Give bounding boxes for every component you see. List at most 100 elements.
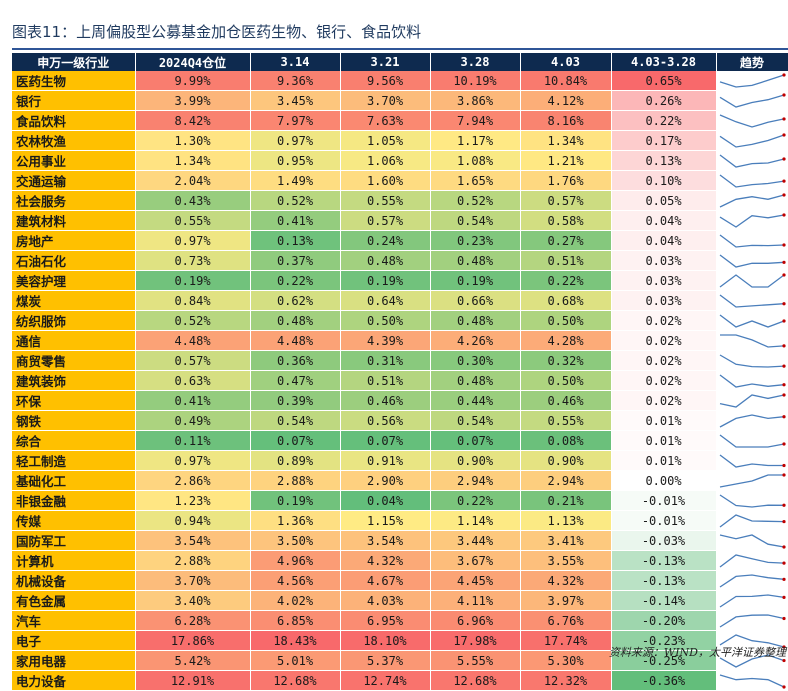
cell-321: 0.57% <box>340 210 431 231</box>
cell-328: 4.26% <box>430 330 521 351</box>
cell-403: 0.22% <box>520 270 612 291</box>
cell-328: 0.30% <box>430 350 521 371</box>
cell-change: -0.01% <box>611 510 717 531</box>
sparkline-end-point <box>781 503 786 507</box>
sparkline-line <box>719 334 784 348</box>
cell-314: 0.37% <box>250 250 341 271</box>
cell-321: 0.24% <box>340 230 431 251</box>
table-row: 有色金属 3.40% 4.02% 4.03% 4.11% 3.97% -0.14% <box>12 590 788 611</box>
sparkline-end-point <box>781 193 786 197</box>
cell-314: 6.85% <box>250 610 341 631</box>
table-row: 建筑材料 0.55% 0.41% 0.57% 0.54% 0.58% 0.04% <box>12 210 788 231</box>
trend-sparkline <box>716 430 788 451</box>
cell-314: 3.50% <box>250 530 341 551</box>
trend-sparkline <box>716 490 788 511</box>
cell-328: 1.17% <box>430 130 521 151</box>
cell-321: 0.51% <box>340 370 431 391</box>
sparkline-line <box>719 154 784 168</box>
cell-industry: 银行 <box>12 90 136 111</box>
cell-industry: 轻工制造 <box>12 450 136 471</box>
table-row: 公用事业 1.34% 0.95% 1.06% 1.08% 1.21% 0.13% <box>12 150 788 171</box>
cell-328: 0.90% <box>430 450 521 471</box>
trend-sparkline <box>716 470 788 491</box>
table-row: 通信 4.48% 4.48% 4.39% 4.26% 4.28% 0.02% <box>12 330 788 351</box>
cell-change: 0.05% <box>611 190 717 211</box>
table-row: 计算机 2.88% 4.96% 4.32% 3.67% 3.55% -0.13% <box>12 550 788 571</box>
trend-sparkline <box>716 230 788 251</box>
cell-industry: 煤炭 <box>12 290 136 311</box>
cell-314: 1.49% <box>250 170 341 191</box>
cell-328: 1.14% <box>430 510 521 531</box>
cell-industry: 电子 <box>12 630 136 651</box>
cell-403: 8.16% <box>520 110 612 131</box>
trend-sparkline <box>716 190 788 211</box>
sparkline-end-point <box>781 561 786 565</box>
cell-q4: 6.28% <box>135 610 251 631</box>
table-row: 房地产 0.97% 0.13% 0.24% 0.23% 0.27% 0.04% <box>12 230 788 251</box>
header-403: 4.03 <box>520 53 612 71</box>
cell-change: 0.65% <box>611 71 717 91</box>
sparkline-line <box>719 234 784 248</box>
cell-403: 1.13% <box>520 510 612 531</box>
cell-314: 4.48% <box>250 330 341 351</box>
table-row: 非银金融 1.23% 0.19% 0.04% 0.22% 0.21% -0.01% <box>12 490 788 511</box>
cell-q4: 4.48% <box>135 330 251 351</box>
cell-328: 0.22% <box>430 490 521 511</box>
cell-321: 4.32% <box>340 550 431 571</box>
cell-328: 0.66% <box>430 290 521 311</box>
sparkline-line <box>719 374 784 388</box>
cell-321: 7.63% <box>340 110 431 131</box>
table-row: 商贸零售 0.57% 0.36% 0.31% 0.30% 0.32% 0.02% <box>12 350 788 371</box>
cell-314: 0.52% <box>250 190 341 211</box>
cell-q4: 0.97% <box>135 230 251 251</box>
sparkline-end-point <box>781 519 786 524</box>
cell-403: 0.51% <box>520 250 612 271</box>
title-divider <box>12 48 788 50</box>
table-header-row: 申万一级行业 2024Q4仓位 3.14 3.21 3.28 4.03 4.03… <box>12 53 788 71</box>
cell-321: 0.07% <box>340 430 431 451</box>
cell-industry: 交通运输 <box>12 170 136 191</box>
cell-328: 12.68% <box>430 670 521 691</box>
cell-403: 4.28% <box>520 330 612 351</box>
cell-321: 4.03% <box>340 590 431 611</box>
sparkline-line <box>719 454 784 468</box>
sparkline-line <box>719 134 784 148</box>
trend-sparkline <box>716 250 788 271</box>
trend-sparkline <box>716 530 788 551</box>
sparkline-line <box>719 514 784 528</box>
sparkline-line <box>719 174 784 188</box>
sparkline-line <box>719 534 784 548</box>
cell-321: 0.64% <box>340 290 431 311</box>
trend-sparkline <box>716 210 788 231</box>
cell-403: 0.58% <box>520 210 612 231</box>
table-row: 纺织服饰 0.52% 0.48% 0.50% 0.48% 0.50% 0.02% <box>12 310 788 331</box>
table-row: 国防军工 3.54% 3.50% 3.54% 3.44% 3.41% -0.03% <box>12 530 788 551</box>
sparkline-end-point <box>781 273 786 277</box>
cell-industry: 家用电器 <box>12 650 136 671</box>
cell-328: 0.23% <box>430 230 521 251</box>
sparkline-line <box>719 314 784 328</box>
cell-q4: 0.19% <box>135 270 251 291</box>
cell-q4: 3.99% <box>135 90 251 111</box>
cell-403: 0.32% <box>520 350 612 371</box>
sparkline-line <box>719 474 784 488</box>
header-change: 4.03-3.28 <box>611 53 717 71</box>
sparkline-end-point <box>781 545 786 549</box>
cell-321: 0.56% <box>340 410 431 431</box>
cell-change: 0.00% <box>611 470 717 491</box>
cell-change: 0.02% <box>611 350 717 371</box>
sparkline-end-point <box>781 302 786 306</box>
cell-industry: 环保 <box>12 390 136 411</box>
cell-industry: 公用事业 <box>12 150 136 171</box>
cell-q4: 2.04% <box>135 170 251 191</box>
cell-321: 3.70% <box>340 90 431 111</box>
cell-321: 0.46% <box>340 390 431 411</box>
table-row: 基础化工 2.86% 2.88% 2.90% 2.94% 2.94% 0.00% <box>12 470 788 491</box>
cell-q4: 1.23% <box>135 490 251 511</box>
cell-328: 3.44% <box>430 530 521 551</box>
table-row: 电子 17.86% 18.43% 18.10% 17.98% 17.74% -0.23% <box>12 630 788 651</box>
cell-314: 0.47% <box>250 370 341 391</box>
cell-321: 1.06% <box>340 150 431 171</box>
cell-q4: 1.30% <box>135 130 251 151</box>
cell-q4: 1.34% <box>135 150 251 171</box>
